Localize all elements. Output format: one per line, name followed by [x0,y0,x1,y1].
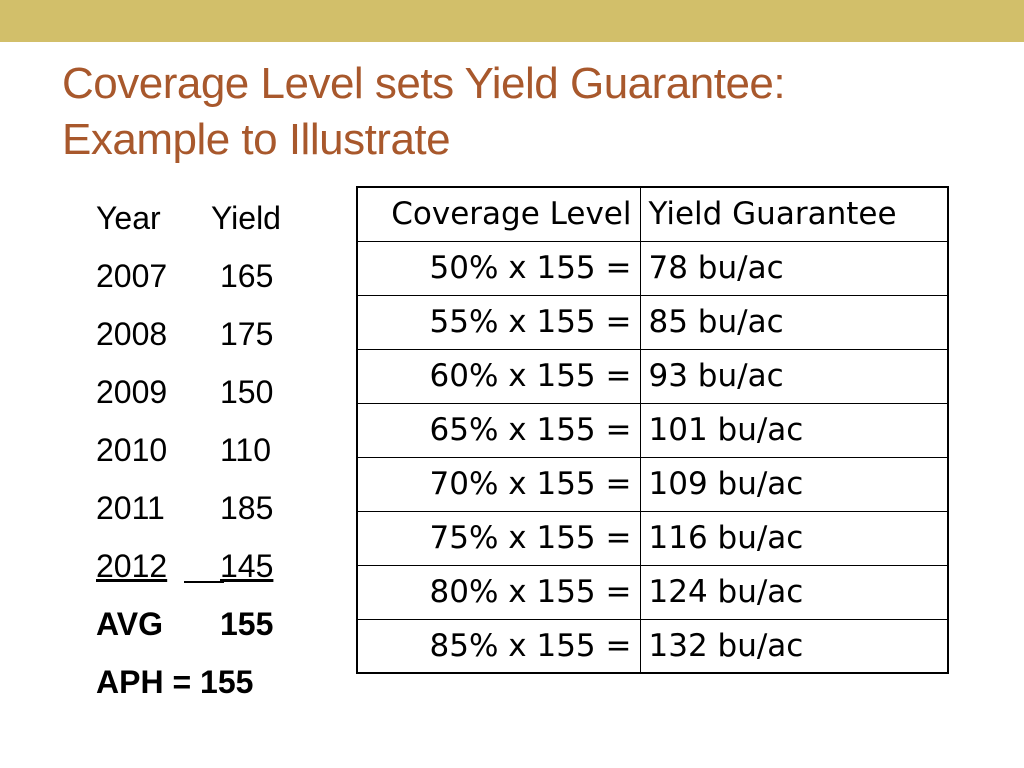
slide-title: Coverage Level sets Yield Guarantee: Exa… [62,56,786,168]
aph-text: APH = 155 [96,658,253,706]
yield-value: 185 [220,490,274,526]
yield-value: 150 [220,374,274,410]
slide-title-line-2: Example to Illustrate [62,115,451,164]
aph-value: = 155 [172,664,254,700]
coverage-table: Coverage Level Yield Guarantee 50% x 155… [356,186,949,674]
yield-row: 2008 175 [96,310,326,368]
year-value: 2010 [96,432,168,468]
coverage-level-cell: 50% x 155 = [356,240,641,296]
coverage-level-cell: 55% x 155 = [356,294,641,350]
yield-header: Yield [211,200,281,236]
coverage-level-cell: 80% x 155 = [356,564,641,620]
yield-history-list: Year Yield 2007 165 2008 175 2009 150 20… [96,194,326,716]
yield-value: 145 [220,548,274,584]
yield-row: 2010 110 [96,426,326,484]
yield-guarantee-cell: 78 bu/ac [639,240,949,296]
avg-label: AVG [96,606,163,642]
year-value: 2009 [96,374,168,410]
yield-row: 2011 185 [96,484,326,542]
coverage-table-header: Coverage Level Yield Guarantee [356,186,949,242]
yield-list-header: Year Yield [96,194,326,252]
yield-guarantee-header: Yield Guarantee [639,186,949,242]
table-row: 50% x 155 = 78 bu/ac [356,240,949,296]
aph-label: APH [96,664,164,700]
average-row: AVG 155 [96,600,326,658]
yield-row: 2007 165 [96,252,326,310]
yield-value: 110 [220,432,272,468]
avg-value: 155 [220,606,274,642]
year-value: 2007 [96,258,168,294]
yield-value: 175 [220,316,274,352]
yield-row: 2009 150 [96,368,326,426]
year-value: 2012 [96,542,225,590]
top-accent-bar [0,0,1024,42]
table-row: 70% x 155 = 109 bu/ac [356,456,949,512]
slide-title-line-1: Coverage Level sets Yield Guarantee: [62,59,786,108]
yield-guarantee-cell: 93 bu/ac [639,348,949,404]
coverage-level-cell: 85% x 155 = [356,618,641,674]
yield-guarantee-cell: 116 bu/ac [639,510,949,566]
coverage-level-cell: 75% x 155 = [356,510,641,566]
coverage-level-cell: 65% x 155 = [356,402,641,458]
aph-row: APH = 155 [96,658,326,716]
yield-value: 165 [220,258,274,294]
coverage-level-cell: 70% x 155 = [356,456,641,512]
table-row: 75% x 155 = 116 bu/ac [356,510,949,566]
yield-guarantee-cell: 132 bu/ac [639,618,949,674]
yield-row-underlined: 2012 145 [96,542,326,600]
year-value: 2011 [96,490,165,526]
table-row: 65% x 155 = 101 bu/ac [356,402,949,458]
table-row: 85% x 155 = 132 bu/ac [356,618,949,674]
table-row: 55% x 155 = 85 bu/ac [356,294,949,350]
table-row: 60% x 155 = 93 bu/ac [356,348,949,404]
coverage-level-header: Coverage Level [356,186,641,242]
yield-guarantee-cell: 109 bu/ac [639,456,949,512]
yield-guarantee-cell: 101 bu/ac [639,402,949,458]
yield-guarantee-cell: 124 bu/ac [639,564,949,620]
year-header: Year [96,200,161,236]
yield-guarantee-cell: 85 bu/ac [639,294,949,350]
year-value: 2008 [96,316,168,352]
coverage-level-cell: 60% x 155 = [356,348,641,404]
table-row: 80% x 155 = 124 bu/ac [356,564,949,620]
